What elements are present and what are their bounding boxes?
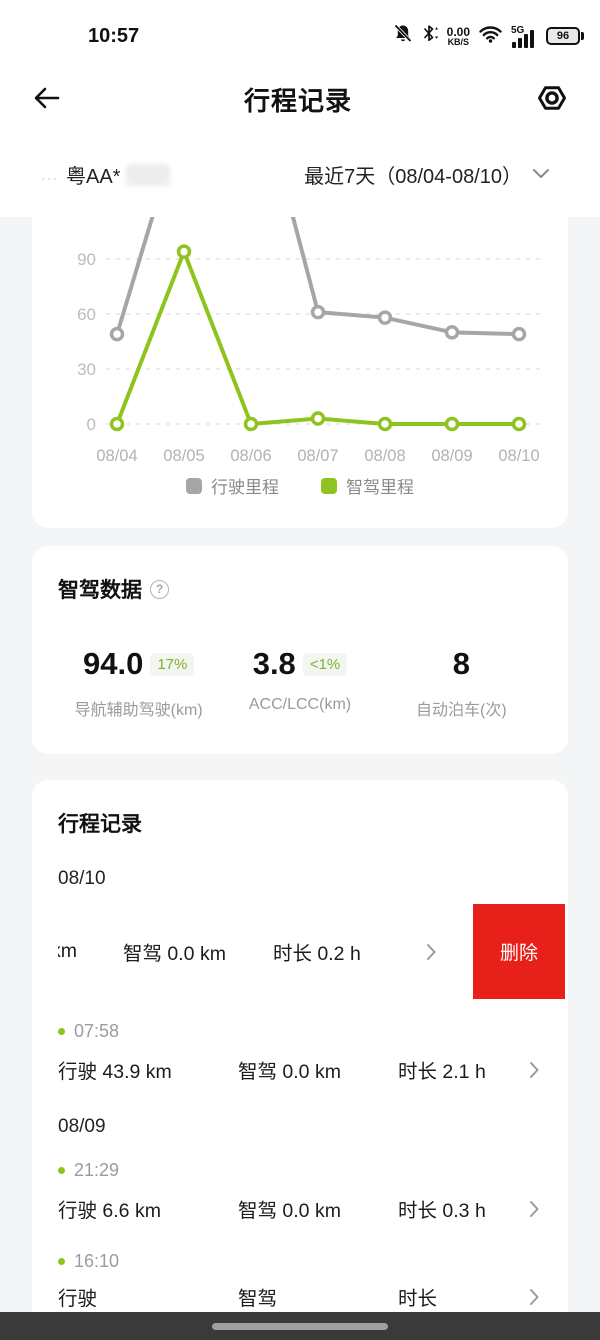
trip-duration: 时长 0.2 h (273, 943, 361, 965)
trip-smart-distance: 智驾 0.0 km (238, 1200, 341, 1222)
trip-time-row: 21:29 (58, 1160, 542, 1181)
trip-drive-distance: 行驶 6.6 km (58, 1200, 161, 1222)
date-range-label: 最近7天（08/04-08/10） (304, 166, 522, 188)
trip-smart-distance: 智驾 (238, 1288, 278, 1310)
svg-text:08/06: 08/06 (230, 447, 271, 465)
svg-text:08/07: 08/07 (297, 447, 338, 465)
battery-icon: 96 (546, 27, 584, 45)
legend-item-smart: 智驾里程 (321, 473, 414, 498)
chevron-right-icon (529, 1061, 540, 1079)
back-arrow-icon (30, 84, 62, 115)
stat-nav-assist: 94.0 17% 导航辅助驾驶(km) (74, 646, 203, 719)
trip-time: 07:58 (74, 1021, 120, 1041)
trip-dot-icon (58, 1167, 65, 1174)
smart-driving-card: 智驾数据 ? 94.0 17% 导航辅助驾驶(km) 3.8 <1% ACC/L… (32, 546, 568, 754)
trip-drive-distance: 行驶 (58, 1288, 98, 1310)
chevron-right-icon (426, 943, 437, 961)
vehicle-selector[interactable]: … 粤AA* (40, 160, 171, 189)
date-range-selector[interactable]: 最近7天（08/04-08/10） (304, 160, 550, 189)
trip-drive-distance: 行驶 43.9 km (58, 1061, 172, 1083)
trip-time: 21:29 (74, 1160, 120, 1180)
plate-redaction-blur (126, 163, 171, 186)
stat-badge: <1% (302, 652, 348, 676)
filter-row: … 粤AA* 最近7天（08/04-08/10） (0, 140, 600, 217)
delete-button[interactable]: 删除 (473, 904, 565, 999)
clock: 10:57 (88, 24, 140, 47)
stat-auto-park: 8 自动泊车(次) (415, 646, 507, 719)
trip-row-content: km 智驾 0.0 km 时长 0.2 h (58, 904, 465, 999)
plate-redaction-dots: … (40, 164, 60, 184)
legend-item-drive: 行驶里程 (186, 473, 279, 498)
svg-text:90: 90 (77, 250, 96, 269)
trip-row-partial[interactable]: 行驶 智驾 时长 (58, 1282, 542, 1311)
settings-nut-icon (534, 82, 570, 117)
svg-text:60: 60 (77, 305, 96, 324)
svg-text:08/08: 08/08 (364, 447, 405, 465)
chevron-right-icon (529, 1200, 540, 1218)
svg-text:08/04: 08/04 (96, 447, 137, 465)
chevron-right-icon (529, 1288, 540, 1306)
trip-smart-distance: 智驾 0.0 km (238, 1061, 341, 1083)
help-icon[interactable]: ? (150, 579, 169, 599)
trip-time-row: 16:10 (58, 1251, 542, 1272)
svg-text:0: 0 (87, 415, 96, 434)
trip-row-swiped[interactable]: km 智驾 0.0 km 时长 0.2 h 删除 (58, 904, 565, 999)
home-indicator[interactable] (212, 1322, 388, 1330)
trip-drive-fragment: km (58, 940, 77, 962)
top-white-zone: 10:57 0.00 KB/S 5G (0, 0, 600, 217)
mileage-line-chart: 90 60 30 008/04 08/05 08/06 08/07 08/08 08/09 08/… (77, 217, 544, 465)
trip-row[interactable]: 行驶 43.9 km 智驾 0.0 km 时长 2.1 h (58, 1055, 542, 1084)
stat-badge: 17% (150, 652, 195, 676)
stat-acc-lcc: 3.8 <1% ACC/LCC(km) (248, 646, 352, 713)
chart-legend: 行驶里程 智驾里程 (32, 473, 568, 498)
bell-muted-icon (392, 23, 414, 50)
trip-duration: 时长 0.3 h (398, 1200, 486, 1222)
smart-driving-stats: 94.0 17% 导航辅助驾驶(km) 3.8 <1% ACC/LCC(km) … (58, 646, 542, 720)
trip-smart-distance: 智驾 0.0 km (123, 943, 226, 965)
svg-text:30: 30 (77, 360, 96, 379)
settings-button[interactable] (530, 78, 574, 121)
mileage-chart-card: 90 60 30 0 08/04 08/05 08/06 08/07 08/08 08/09 08/… (32, 217, 568, 528)
battery-percent: 96 (546, 27, 580, 45)
trip-records-card: 行程记录 08/10 km 智驾 0.0 km 时长 0.2 h 删除 07:5… (32, 780, 568, 1340)
page-title: 行程记录 (243, 85, 352, 116)
smart-driving-title: 智驾数据 (58, 579, 142, 602)
trip-row[interactable]: 行驶 6.6 km 智驾 0.0 km 时长 0.3 h (58, 1194, 542, 1223)
trip-dot-icon (58, 1258, 65, 1265)
app-header: 行程记录 (0, 58, 600, 140)
date-group-header: 08/09 (58, 1116, 106, 1137)
svg-text:08/09: 08/09 (431, 447, 472, 465)
network-speed-indicator: 0.00 KB/S (446, 24, 470, 47)
back-button[interactable] (26, 80, 66, 119)
trip-duration: 时长 2.1 h (398, 1061, 486, 1083)
cellular-signal-icon: 5G (511, 25, 538, 48)
smart-series-swatch (321, 477, 337, 494)
trip-time-row: 07:58 (58, 1021, 542, 1042)
chevron-down-icon (532, 167, 550, 182)
trip-dot-icon (58, 1028, 65, 1035)
trip-time: 16:10 (74, 1251, 120, 1271)
status-icons: 0.00 KB/S 5G 96 (392, 23, 584, 50)
drive-series-swatch (186, 477, 202, 494)
svg-text:08/05: 08/05 (163, 447, 204, 465)
plate-number: 粤AA* (66, 166, 121, 188)
svg-text:08/10: 08/10 (498, 447, 539, 465)
trip-duration: 时长 (398, 1288, 438, 1310)
gesture-nav-bar (0, 1312, 600, 1340)
wifi-icon (478, 24, 503, 48)
bluetooth-icon (422, 23, 439, 49)
status-bar: 10:57 0.00 KB/S 5G (0, 0, 600, 58)
date-group-header: 08/10 (58, 868, 106, 889)
trip-records-title: 行程记录 (58, 813, 142, 836)
